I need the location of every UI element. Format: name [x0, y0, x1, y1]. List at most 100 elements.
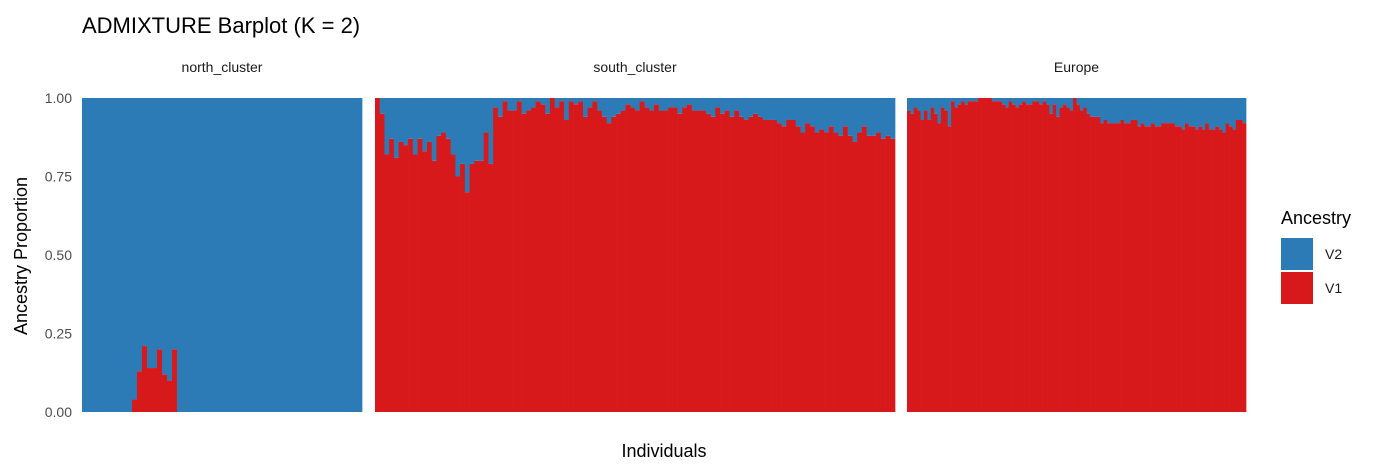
bar-v2	[282, 98, 288, 412]
bar-v2	[957, 98, 962, 105]
bar-v1	[781, 126, 787, 412]
bar-v2	[762, 98, 768, 120]
bar-v1	[791, 119, 797, 412]
bar-v1	[1222, 132, 1227, 413]
bar-v2	[998, 98, 1003, 102]
bar-v2	[177, 98, 183, 412]
bar-v1	[1130, 119, 1135, 412]
bar-v2	[1195, 98, 1199, 130]
bar-v1	[427, 141, 433, 412]
bar-v2	[217, 98, 223, 412]
bar-v1	[403, 145, 409, 412]
bar-v1	[483, 132, 489, 413]
bar-v1	[677, 113, 683, 412]
bar-v1	[1025, 104, 1030, 412]
bar-v2	[1079, 98, 1084, 111]
bar-v1	[497, 116, 503, 412]
bar-v1	[1035, 101, 1040, 412]
bar-v1	[920, 119, 925, 412]
bar-v2	[1184, 98, 1189, 124]
bar-v1	[971, 101, 976, 412]
bar-v2	[1140, 98, 1145, 124]
bar-v2	[1052, 98, 1057, 105]
y-axis-label: Ancestry Proportion	[11, 177, 31, 335]
bar-v1	[682, 107, 688, 413]
bar-v1	[1229, 126, 1233, 412]
bar-v2	[167, 98, 173, 381]
bar-v1	[861, 126, 867, 412]
bar-v2	[1018, 98, 1023, 105]
bar-v2	[1039, 98, 1043, 105]
bar-v2	[272, 98, 278, 412]
bar-v2	[1032, 98, 1037, 102]
bar-v1	[981, 98, 986, 412]
bar-v1	[814, 132, 820, 413]
bar-v2	[658, 98, 664, 111]
bar-v1	[1059, 107, 1064, 413]
bar-v2	[516, 98, 522, 102]
bar-v1	[611, 116, 617, 412]
bar-v2	[705, 98, 711, 114]
bar-v2	[422, 98, 428, 152]
bar-v1	[431, 160, 437, 412]
bar-v1	[1161, 123, 1165, 413]
panels: north_cluster south_cluster Europe	[82, 59, 1247, 413]
bar-v2	[337, 98, 343, 412]
bar-v2	[107, 98, 113, 412]
bar-v2	[880, 98, 886, 139]
bar-v2	[1151, 98, 1155, 124]
bar-v2	[502, 98, 508, 102]
bar-v1	[776, 123, 782, 413]
bar-v1	[954, 107, 959, 413]
bar-v2	[649, 98, 655, 111]
bar-v2	[791, 98, 797, 120]
bar-v2	[1012, 98, 1016, 105]
bar-v1	[469, 163, 475, 412]
bar-v2	[483, 98, 489, 133]
bar-v2	[1049, 98, 1054, 114]
bar-v1	[1144, 126, 1149, 412]
bar-v1	[913, 107, 918, 413]
bar-v1	[1134, 119, 1138, 412]
bar-v1	[944, 110, 949, 412]
bar-v1	[1174, 126, 1179, 412]
bar-v1	[1096, 116, 1101, 412]
bar-v2	[1107, 98, 1111, 124]
bar-v2	[1045, 98, 1050, 105]
bar-v2	[412, 98, 418, 155]
bar-v1	[554, 107, 560, 413]
bar-v1	[934, 113, 938, 412]
bar-v2	[635, 98, 641, 111]
bar-v1	[937, 123, 942, 413]
bar-v2	[739, 98, 745, 117]
bar-v1	[578, 101, 584, 412]
bar-v2	[947, 98, 952, 127]
bar-v1	[649, 110, 655, 412]
bar-v1	[663, 110, 669, 412]
bar-v1	[1083, 107, 1088, 413]
bar-v2	[277, 98, 283, 412]
bar-v2	[1022, 98, 1026, 102]
bar-v2	[930, 98, 935, 108]
bar-v1	[961, 101, 965, 412]
bar-v2	[1127, 98, 1132, 124]
bar-v2	[1229, 98, 1233, 127]
bar-v2	[1066, 98, 1071, 108]
legend-title: Ancestry	[1281, 208, 1351, 228]
bar-v2	[1235, 98, 1240, 120]
bar-v2	[1181, 98, 1186, 130]
bar-v1	[512, 110, 518, 412]
bar-v1	[1232, 129, 1237, 412]
bar-v2	[1120, 98, 1125, 120]
bar-v1	[795, 126, 801, 412]
bar-v1	[172, 349, 178, 412]
bar-v2	[653, 98, 659, 105]
bar-v1	[1069, 110, 1074, 412]
bar-v1	[1178, 126, 1182, 412]
bar-v1	[1001, 104, 1006, 412]
bar-v1	[1039, 104, 1043, 412]
y-axis: 0.00 0.25 0.50 0.75 1.00	[45, 90, 72, 420]
bar-v2	[531, 98, 537, 108]
bar-v1	[1042, 101, 1047, 412]
bar-v2	[1008, 98, 1013, 102]
